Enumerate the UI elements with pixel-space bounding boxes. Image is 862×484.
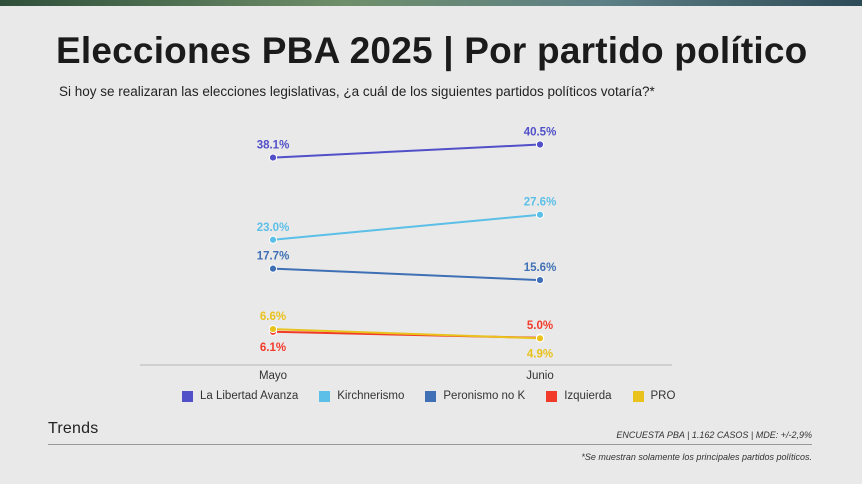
series-point-0-0 [268,153,278,162]
series-point-4-0 [268,324,278,334]
legend-swatch [632,390,644,402]
series-point-1-1 [535,210,545,219]
series-point-4-1 [535,334,545,343]
data-label-0-1: 40.5% [524,127,557,139]
x-tick-label-mayo: Mayo [259,370,287,382]
x-tick-label-junio: Junio [526,370,554,382]
data-label-1-0: 23.0% [257,222,290,234]
legend-swatch [546,390,558,402]
footnote: *Se muestran solamente los principales p… [581,452,812,462]
page-subtitle: Si hoy se realizaran las elecciones legi… [59,84,655,99]
survey-source: ENCUESTA PBA | 1.162 CASOS | MDE: +/-2,9… [616,430,812,440]
series-line-0 [272,143,541,159]
series-line-4 [272,328,541,340]
brand-logo-text: Trends [48,420,99,437]
series-line-1 [272,213,541,241]
legend-swatch [319,390,331,402]
legend-item-izquierda: Izquierda [546,390,612,402]
data-label-2-0: 17.7% [257,251,290,263]
legend-item-peronismo-no-k: Peronismo no K [425,390,525,402]
legend-item-pro: PRO [632,390,676,402]
data-label-4-1: 4.9% [527,348,553,360]
data-label-3-1: 5.0% [527,320,553,332]
top-accent-bar [0,0,862,6]
series-point-0-1 [535,140,545,149]
legend-label: PRO [650,390,676,402]
series-point-1-0 [268,235,278,244]
legend-label: Izquierda [564,390,612,402]
series-point-2-0 [268,264,278,273]
chart-legend: La Libertad Avanza Kirchnerismo Peronism… [182,390,696,402]
page-title: Elecciones PBA 2025 | Por partido políti… [56,30,808,71]
data-label-4-0: 6.6% [260,311,286,323]
data-label-0-0: 38.1% [257,140,290,152]
data-label-1-1: 27.6% [524,197,557,209]
data-label-2-1: 15.6% [524,262,557,274]
legend-swatch [425,390,437,402]
legend-swatch [182,390,193,402]
data-label-3-0: 6.1% [260,342,286,354]
legend-label: Peronismo no K [443,390,526,402]
series-point-2-1 [535,275,545,285]
footer-divider [48,444,812,445]
legend-item-la-libertad-avanza: La Libertad Avanza [182,390,298,402]
series-line-2 [272,267,541,282]
legend-label: La Libertad Avanza [200,390,299,402]
legend-label: Kirchnerismo [337,390,405,402]
legend-item-kirchnerismo: Kirchnerismo [319,390,404,402]
